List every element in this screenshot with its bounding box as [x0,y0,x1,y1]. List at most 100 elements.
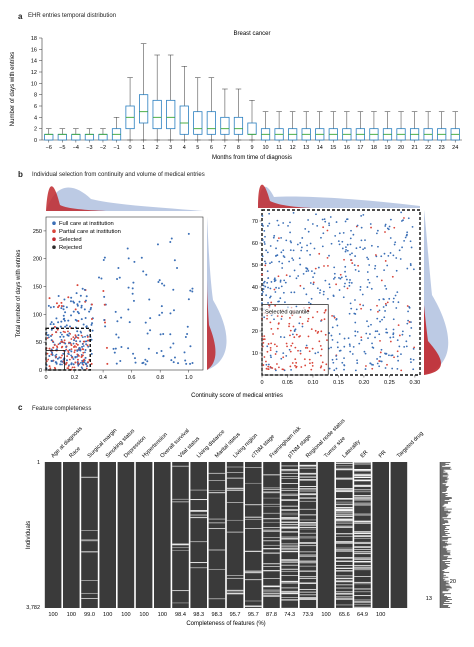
scatter-point [395,269,398,272]
missing-stripe [263,488,280,490]
missing-stripe [281,536,298,538]
scatter-point [269,366,272,368]
missing-stripe [354,569,371,571]
missing-stripe [336,521,353,522]
missing-stripe [354,557,371,559]
missing-stripe [226,592,244,594]
scatter-point [376,275,379,278]
scatter-point [335,318,338,321]
scatter-point [337,240,340,243]
scatter-point [73,366,76,369]
missing-stripe [190,562,207,564]
missing-stripe [281,559,298,561]
scatter-point [83,288,86,291]
missing-stripe [336,593,353,594]
completeness-value: 87.8 [266,612,277,618]
scatter-point [187,232,190,235]
legend-marker [52,245,56,249]
scatter-point [261,223,264,226]
scatter-point [70,296,73,299]
missing-stripe [281,509,298,511]
side-histogram-bar [440,602,445,603]
side-histogram-bar [440,499,445,501]
missing-stripe [336,518,353,520]
missing-stripe [299,464,317,466]
scatter-point [362,213,365,216]
scatter-point [51,340,54,343]
missing-stripe [354,595,371,596]
scatter-point [273,318,275,321]
x-axis-label: Completeness of features (%) [186,621,265,627]
missing-stripe [336,488,353,490]
scatter-point [76,353,79,356]
scatter-point [70,314,73,317]
scatter-point [80,304,83,307]
scatter-point [74,356,77,359]
missing-stripe [208,480,226,481]
scatter-point [173,259,176,262]
scatter-point [262,341,265,344]
scatter-point [338,232,341,235]
scatter-point [391,275,394,278]
scatter-point [62,330,65,333]
scatter-point [384,225,387,227]
scatter-point [354,299,356,301]
scatter-point [310,270,313,273]
scatter-point [262,338,265,341]
missing-stripe [336,597,353,599]
x-tick-label: 0 [260,380,263,386]
missing-stripe [81,539,98,541]
scatter-point [82,354,84,357]
side-histogram-bar [440,594,445,596]
scatter-point [304,364,307,367]
scatter-point [282,356,285,359]
side-histogram-bar [440,510,449,512]
missing-stripe [172,544,189,546]
x-tick-label: 1 [142,145,145,151]
feature-column [263,462,280,608]
missing-stripe [245,606,262,608]
y-top-label: 1 [37,460,40,466]
missing-stripe [172,498,189,500]
scatter-point [348,281,351,284]
scatter-point [53,325,56,328]
scatter-point [85,295,88,298]
missing-stripe [81,540,98,542]
scatter-point [84,356,87,359]
scatter-point [306,268,309,271]
scatter-point [170,359,173,362]
scatter-point [102,289,105,292]
box [247,122,257,135]
scatter-point [261,293,263,295]
missing-stripe [281,493,298,495]
completeness-value: 64.9 [357,612,368,618]
scatter-point [357,270,360,273]
missing-stripe [354,581,371,583]
missing-stripe [336,549,353,551]
scatter-point [265,294,268,297]
missing-stripe [226,577,244,579]
side-histogram-bar [440,500,451,502]
missing-stripe [299,494,317,496]
scatter-point [352,233,355,236]
side-histogram-bar [440,535,443,537]
scatter-point [75,319,78,322]
y-tick-label: 10 [31,81,37,87]
scatter-point [400,369,403,372]
scatter-point [126,247,129,250]
scatter-point [81,336,84,339]
side-histogram-bar [440,483,443,485]
selection-box-dashed [45,327,91,371]
missing-stripe [354,484,371,486]
missing-stripe [336,490,353,491]
side-histogram-bar [440,584,446,586]
scatter-point [307,230,310,233]
scatter-point [77,312,80,315]
scatter-point [354,321,357,324]
scatter-point [80,334,83,337]
scatter-point [407,217,410,220]
scatter-point [279,297,282,300]
scatter-point [412,268,415,271]
scatter-point [331,326,334,329]
scatter-point [386,363,388,366]
